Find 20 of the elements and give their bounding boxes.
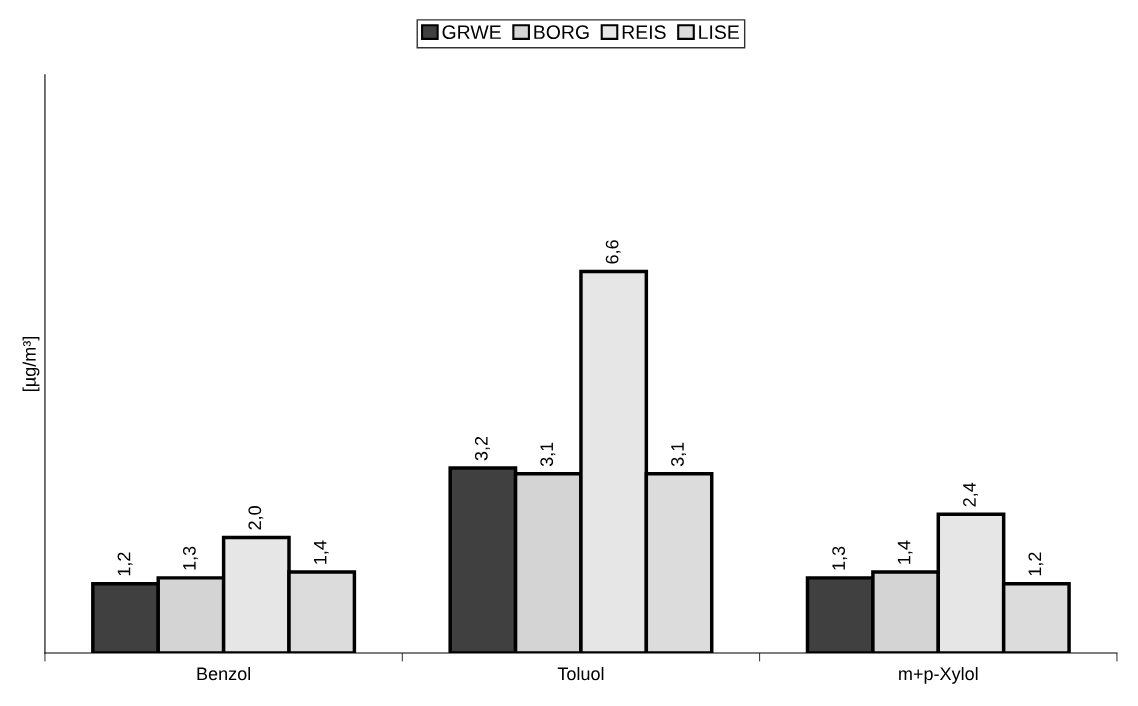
y-axis-title: [µg/m³] [22,336,40,391]
data-label: 3,2 [474,436,490,461]
data-label: 1,3 [182,546,198,570]
legend-label: LISE [699,25,739,40]
data-label: 2,4 [963,482,978,507]
legend-label: BORG [534,25,589,40]
data-label: 2,0 [248,506,264,530]
data-label: 1,2 [117,552,133,576]
data-label: 3,1 [671,442,687,467]
x-tick-label: m+p-Xylol [899,666,978,684]
data-label: 1,4 [313,540,329,564]
data-label: 1,3 [832,546,848,570]
x-tick-label: Toluol [557,666,604,681]
data-label: 3,1 [540,442,556,467]
legend-label: GRWE [442,25,501,40]
data-label: 1,4 [897,540,913,564]
data-label: 1,2 [1028,552,1044,576]
legend-label: REIS [622,25,666,40]
data-label: 6,6 [605,240,621,264]
x-tick-label: Benzol [197,666,251,681]
